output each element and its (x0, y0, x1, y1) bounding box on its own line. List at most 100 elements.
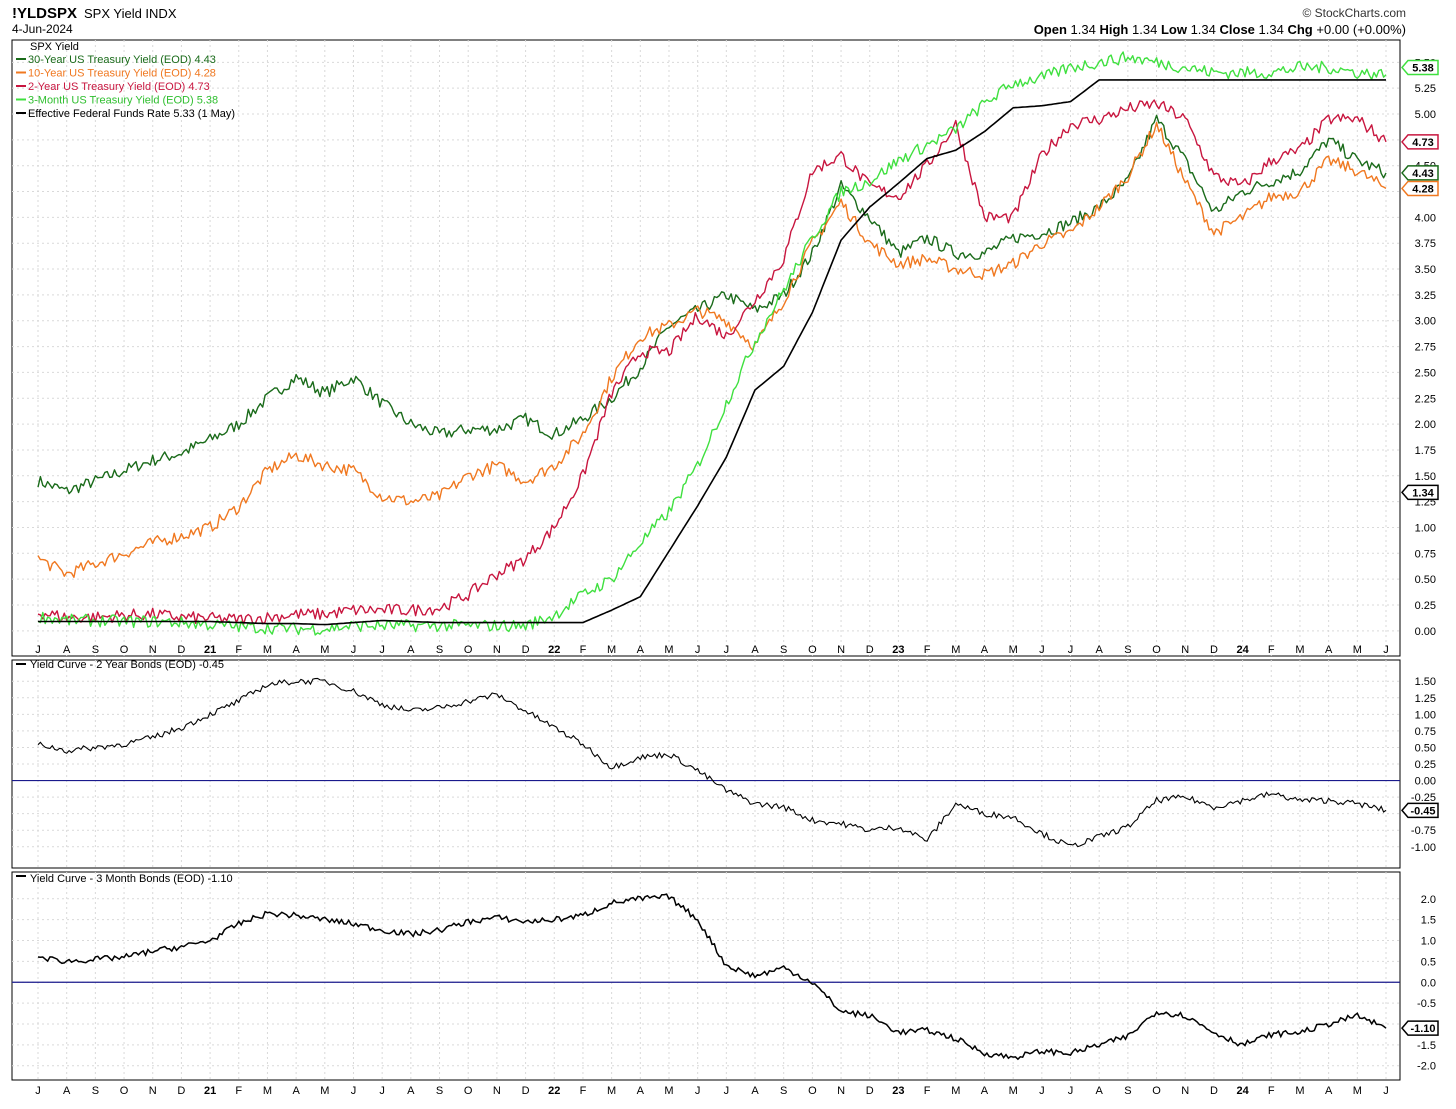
y-tick-label-main: 3.50 (1415, 264, 1436, 276)
open-label: Open (1033, 22, 1067, 37)
x-tick-label: N (1181, 644, 1189, 656)
x-tick-label: F (580, 1085, 587, 1097)
x-tick-label: J (695, 1085, 701, 1097)
x-tick-label: O (464, 644, 473, 656)
x-tick-label: A (981, 644, 989, 656)
x-tick-label: F (1268, 644, 1275, 656)
svg-text:-0.45: -0.45 (1410, 805, 1435, 817)
legend-entry-1: 10-Year US Treasury Yield (EOD) 4.28 (28, 68, 216, 80)
high-value: 1.34 (1132, 22, 1158, 37)
svg-text:5.38: 5.38 (1412, 63, 1433, 75)
last-value-tag-3: 4.28 (1401, 180, 1439, 197)
svg-text:4.43: 4.43 (1412, 168, 1433, 180)
x-tick-label: J (1039, 1085, 1045, 1097)
x-tick-label: F (235, 644, 242, 656)
chart-title: SPX Yield (30, 41, 79, 53)
chart-symbol: !YLDSPX (12, 5, 78, 22)
x-tick-label: N (837, 644, 845, 656)
y-tick-label-middle: 0.50 (1415, 742, 1436, 754)
x-tick-label: A (637, 1085, 645, 1097)
x-tick-label: A (751, 644, 759, 656)
x-tick-label: M (1353, 1085, 1362, 1097)
x-tick-label: J (35, 1085, 41, 1097)
y-tick-label-middle: 0.25 (1415, 759, 1436, 771)
x-tick-label: O (808, 1085, 817, 1097)
x-tick-label: A (63, 1085, 71, 1097)
x-tick-label: O (120, 1085, 129, 1097)
x-tick-label: D (522, 1085, 530, 1097)
x-tick-label: J (695, 644, 701, 656)
y-tick-label-main: 0.75 (1415, 548, 1436, 560)
x-tick-label: J (351, 644, 357, 656)
panel-frame-middle (11, 659, 1401, 869)
x-tick-label: M (1295, 644, 1304, 656)
x-tick-label: 24 (1236, 1085, 1249, 1097)
x-tick-label: M (1009, 644, 1018, 656)
series-line-0 (37, 114, 1387, 495)
svg-text:4.28: 4.28 (1412, 183, 1433, 195)
y-tick-label-middle: 1.25 (1415, 693, 1436, 705)
x-tick-label: M (263, 644, 272, 656)
x-tick-label: A (637, 644, 645, 656)
x-tick-label: N (493, 644, 501, 656)
series-line-3mo-curve (37, 893, 1387, 1061)
series-line-1 (37, 121, 1387, 578)
x-tick-label: M (263, 1085, 272, 1097)
x-tick-label: J (35, 644, 41, 656)
x-tick-label: A (1096, 644, 1104, 656)
low-label: Low (1160, 22, 1187, 37)
close-value: 1.34 (1258, 22, 1284, 37)
low-value: 1.34 (1190, 22, 1216, 37)
x-tick-label: F (235, 1085, 242, 1097)
y-tick-label-bottom: -0.5 (1417, 998, 1436, 1010)
x-tick-label: N (837, 1085, 845, 1097)
x-tick-label: F (924, 1085, 931, 1097)
x-tick-label: N (493, 1085, 501, 1097)
y-tick-label-middle: 0.75 (1415, 726, 1436, 738)
legend-entry-bottom: Yield Curve - 3 Month Bonds (EOD) -1.10 (30, 873, 233, 885)
close-label: Close (1219, 22, 1255, 37)
x-tick-label: S (436, 644, 443, 656)
x-tick-label: S (1124, 644, 1131, 656)
x-tick-label: J (1039, 644, 1045, 656)
y-tick-label-bottom: -2.0 (1417, 1061, 1436, 1073)
x-tick-label: A (407, 1085, 415, 1097)
x-tick-label: A (981, 1085, 989, 1097)
x-tick-label: M (320, 1085, 329, 1097)
y-tick-label-bottom: 0.0 (1421, 977, 1436, 989)
y-tick-label-middle: 1.50 (1415, 676, 1436, 688)
x-tick-label: M (607, 1085, 616, 1097)
x-tick-label: 24 (1236, 644, 1249, 656)
x-tick-label: 21 (204, 644, 216, 656)
x-tick-label: 23 (892, 1085, 904, 1097)
x-tick-label: M (664, 1085, 673, 1097)
svg-text:4.73: 4.73 (1412, 137, 1433, 149)
symbol-description: SPX Yield INDX (84, 6, 177, 21)
high-label: High (1099, 22, 1129, 37)
last-value-tag-2: 4.43 (1401, 165, 1439, 181)
x-tick-label: S (1124, 1085, 1131, 1097)
x-tick-label: M (951, 644, 960, 656)
x-tick-label: M (1295, 1085, 1304, 1097)
x-tick-label: M (607, 644, 616, 656)
series-line-4 (38, 79, 1386, 626)
y-tick-label-main: 0.25 (1415, 600, 1436, 612)
y-tick-label-main: 1.50 (1415, 471, 1436, 483)
y-tick-label-main: 1.00 (1415, 522, 1436, 534)
x-tick-label: J (351, 1085, 357, 1097)
y-tick-label-middle: -1.00 (1411, 842, 1436, 854)
x-tick-label: M (1009, 1085, 1018, 1097)
y-tick-label-main: 4.00 (1415, 212, 1436, 224)
x-tick-label: S (780, 644, 787, 656)
legend-entry-middle: Yield Curve - 2 Year Bonds (EOD) -0.45 (30, 659, 224, 671)
x-tick-label: 21 (204, 1085, 216, 1097)
last-value-tag-1: 4.73 (1401, 134, 1439, 150)
series-line-2yr-curve (37, 677, 1387, 848)
y-tick-label-main: 2.25 (1415, 393, 1436, 405)
x-tick-label: J (379, 644, 385, 656)
x-tick-label: J (724, 1085, 730, 1097)
x-tick-label: M (1353, 644, 1362, 656)
x-tick-label: N (149, 644, 157, 656)
y-tick-label-main: 3.75 (1415, 238, 1436, 250)
brand-watermark: © StockCharts.com (1302, 6, 1406, 20)
